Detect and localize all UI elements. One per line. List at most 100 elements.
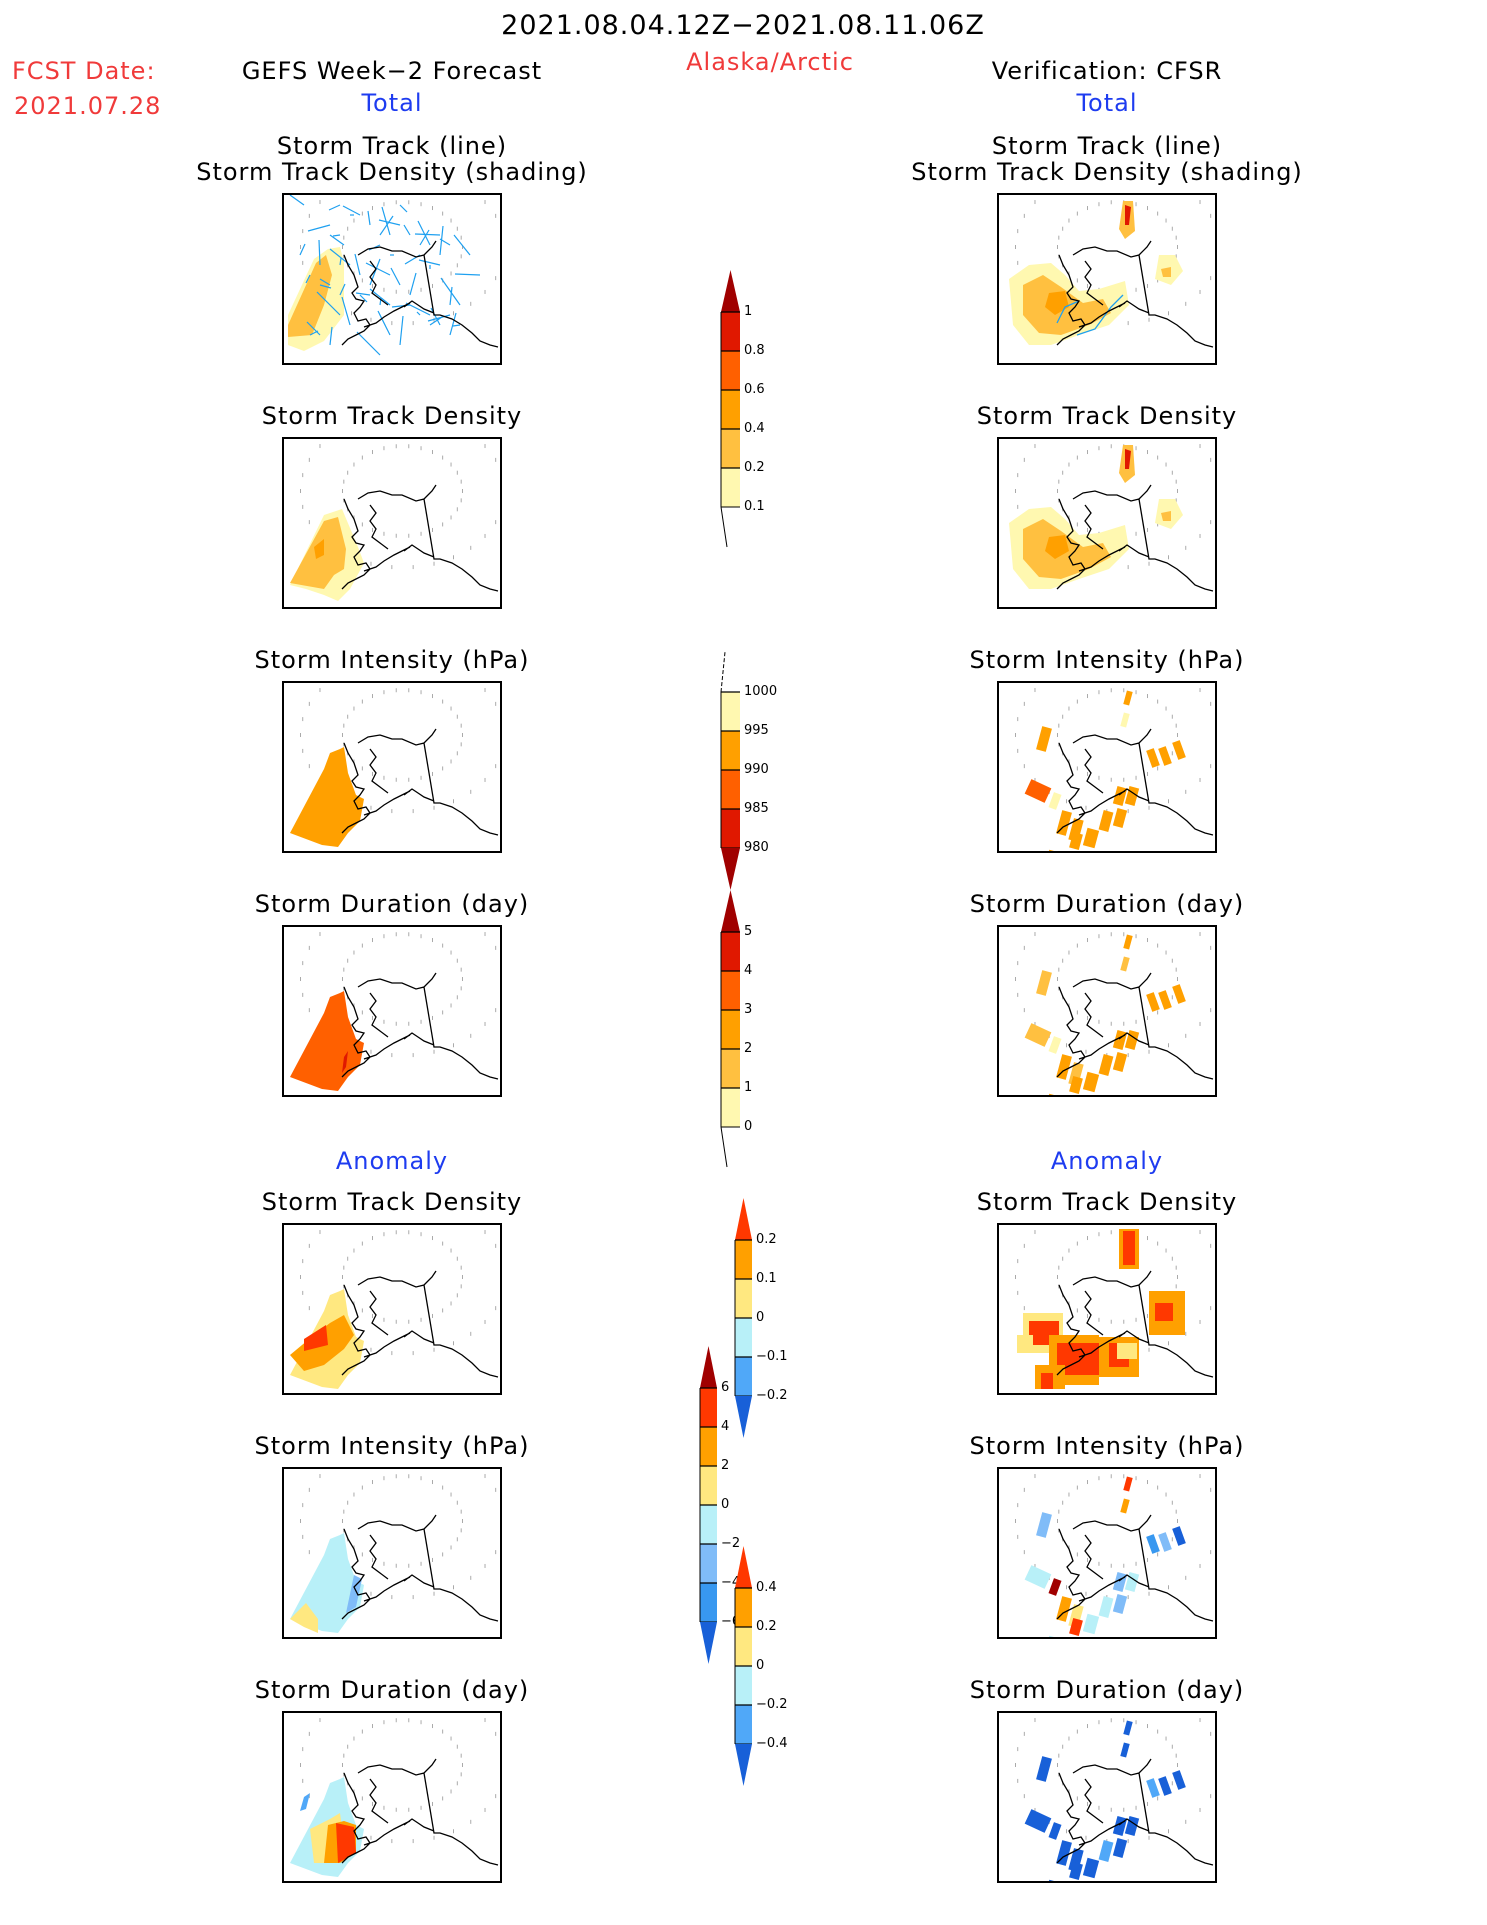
storm-cell <box>1172 984 1186 1004</box>
right-duration-title: Storm Duration (day) <box>969 890 1245 918</box>
storm-cell <box>1082 1857 1100 1879</box>
coastline <box>1056 1514 1214 1622</box>
colorbar-tick-label: 0.8 <box>744 343 765 358</box>
graticule <box>300 932 497 1058</box>
colorbar-top-arrow <box>735 1546 752 1588</box>
shaded-region <box>314 539 324 559</box>
colorbar-tick-label: 980 <box>744 840 769 855</box>
left-intensity-title: Storm Intensity (hPa) <box>254 646 530 674</box>
colorbar-tick-label: 0.2 <box>744 460 765 475</box>
colorbar-segment <box>735 1666 752 1705</box>
colorbar-tick-label: 0 <box>756 1310 765 1325</box>
map-forecast-density <box>282 437 502 609</box>
colorbar-segment <box>735 1705 752 1744</box>
storm-cell <box>1112 1052 1128 1072</box>
storm-cell <box>1045 1635 1061 1637</box>
shaded-region <box>1125 205 1131 225</box>
colorbar-tick-label: 0.2 <box>756 1619 777 1634</box>
colorbar-segment <box>700 1427 717 1466</box>
storm-cell <box>1112 1594 1128 1614</box>
storm-cell <box>1120 1742 1130 1758</box>
colorbar-segment <box>735 1318 752 1357</box>
colorbar-tick-label: 0.1 <box>744 499 765 514</box>
colorbar-tick-label: 990 <box>744 762 769 777</box>
storm-cell <box>1120 956 1130 972</box>
shaded-region <box>1125 449 1131 469</box>
storm-cell <box>1120 712 1130 728</box>
colorbar-tick-label: 1000 <box>744 684 778 699</box>
storm-cell <box>1048 1578 1062 1596</box>
coastline <box>1056 1758 1214 1866</box>
storm-cell <box>1123 1476 1133 1492</box>
storm-cell <box>1068 1062 1084 1086</box>
storm-cell <box>1124 1572 1140 1592</box>
anomaly-cell <box>1155 1303 1173 1321</box>
storm-cell <box>1048 792 1062 810</box>
colorbar-tick-label: 0 <box>744 1119 753 1134</box>
colorbar-segment <box>721 1049 740 1088</box>
storm-cell <box>1036 970 1052 996</box>
colorbar-tick-label: 0 <box>721 1497 730 1512</box>
colorbar-segment <box>721 692 740 731</box>
map-forecast-track <box>282 193 502 365</box>
storm-cell <box>1124 1030 1140 1050</box>
colorbar-tick-label: −0.1 <box>756 1349 788 1364</box>
storm-cell <box>1024 779 1052 803</box>
coastline <box>1056 1270 1214 1378</box>
storm-cell <box>1146 1778 1160 1798</box>
fcst-date-value: 2021.07.28 <box>14 92 162 120</box>
colorbar-tick-label: 0.4 <box>744 421 765 436</box>
shaded-region <box>300 1793 310 1811</box>
storm-cell <box>1172 740 1186 760</box>
anomaly-cell <box>1117 1343 1137 1359</box>
map-verif-anom-intensity <box>997 1467 1217 1639</box>
colorbar-segment <box>700 1466 717 1505</box>
colorbar-tick-label: 0.2 <box>756 1232 777 1247</box>
storm-cell <box>1082 1613 1100 1635</box>
shaded-region <box>1045 535 1069 559</box>
right-track-shading-title: Storm Track Density (shading) <box>911 158 1303 186</box>
colorbar-tick-label: 2 <box>744 1041 753 1056</box>
period-title: 2021.08.04.12Z−2021.08.11.06Z <box>501 10 985 41</box>
storm-cell <box>1112 808 1128 828</box>
storm-cell <box>1112 1838 1128 1858</box>
coastline <box>341 972 499 1080</box>
storm-cell <box>1172 1770 1186 1790</box>
storm-cell <box>1024 1023 1052 1047</box>
storm-cell <box>1069 1861 1083 1881</box>
colorbar-bottom-arrow <box>735 1396 752 1438</box>
storm-cell <box>1069 1617 1083 1637</box>
right-total-label: Total <box>1076 89 1138 117</box>
colorbar-tick-label: −0.4 <box>756 1736 788 1751</box>
storm-cell <box>1098 1054 1114 1076</box>
storm-cell <box>1048 1822 1062 1840</box>
storm-cell <box>1158 1532 1172 1552</box>
colorbar-top-arrow <box>721 270 740 312</box>
storm-cell <box>1098 1840 1114 1862</box>
shaded-region <box>290 747 364 847</box>
shaded-region <box>304 1325 328 1351</box>
colorbar-tick-label: 6 <box>721 1380 730 1395</box>
left-anomaly-label: Anomaly <box>335 1147 449 1175</box>
colorbar-top-arrow <box>735 1198 752 1240</box>
colorbar-segment <box>735 1627 752 1666</box>
map-forecast-duration <box>282 925 502 1097</box>
colorbar-bottom-arrow <box>721 848 740 890</box>
map-verif-anom-density <box>997 1223 1217 1395</box>
left-anom-duration-title: Storm Duration (day) <box>254 1676 530 1704</box>
storm-cell <box>1124 1816 1140 1836</box>
storm-cell <box>1098 1596 1114 1618</box>
storm-cell <box>1068 1604 1084 1628</box>
map-verif-track <box>997 193 1217 365</box>
storm-track-line <box>1056 300 1080 324</box>
forecast-title: GEFS Week−2 Forecast <box>241 57 543 85</box>
storm-cell <box>1123 1720 1133 1736</box>
shaded-region <box>1045 291 1069 315</box>
right-anom-density-title: Storm Track Density <box>976 1188 1238 1216</box>
colorbar-bottom-arrow <box>735 1744 752 1786</box>
colorbar-segment <box>721 429 740 468</box>
verification-title: Verification: CFSR <box>991 57 1223 85</box>
map-verif-intensity <box>997 681 1217 853</box>
map-verif-duration <box>997 925 1217 1097</box>
colorbar-tick-label: 995 <box>744 723 769 738</box>
